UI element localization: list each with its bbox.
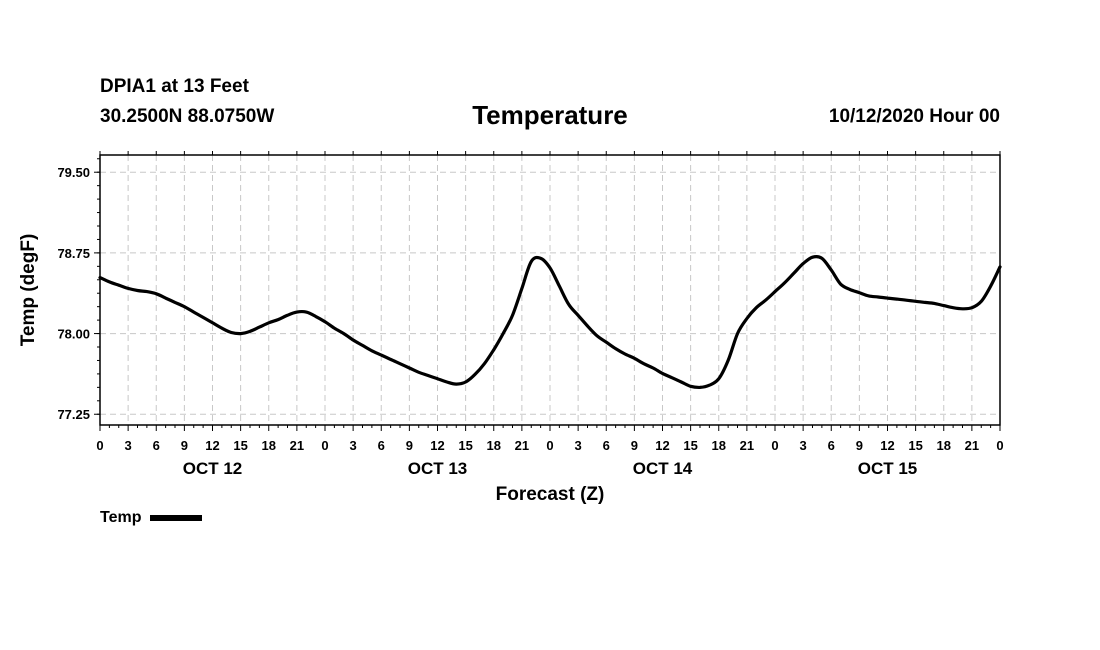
series-line-temp (98, 254, 1002, 390)
x-tick-label: 15 (458, 438, 472, 453)
x-axis-title: Forecast (Z) (496, 484, 605, 505)
ticks (94, 151, 1001, 431)
y-axis-title: Temp (degF) (18, 234, 39, 347)
x-tick-label: 6 (828, 438, 835, 453)
x-tick-label: 12 (880, 438, 894, 453)
x-tick-label: 3 (350, 438, 357, 453)
day-label: OCT 13 (408, 459, 468, 478)
x-tick-label: 3 (800, 438, 807, 453)
x-tick-label: 3 (575, 438, 582, 453)
x-tick-label: 12 (430, 438, 444, 453)
x-tick-label: 18 (262, 438, 276, 453)
day-label: OCT 12 (183, 459, 243, 478)
chart-title: Temperature (472, 100, 628, 130)
x-tick-label: 15 (683, 438, 697, 453)
x-tick-label: 18 (937, 438, 951, 453)
legend-label: Temp (100, 509, 142, 526)
x-tick-label: 9 (631, 438, 638, 453)
x-tick-label: 18 (487, 438, 501, 453)
coordinates-label: 30.2500N 88.0750W (100, 106, 275, 127)
x-tick-label: 0 (96, 438, 103, 453)
grid (100, 155, 1000, 425)
x-tick-label: 0 (996, 438, 1003, 453)
station-label: DPIA1 at 13 Feet (100, 76, 249, 97)
day-label: OCT 15 (858, 459, 918, 478)
x-tick-label: 15 (908, 438, 922, 453)
x-tick-label: 9 (406, 438, 413, 453)
x-tick-label: 21 (740, 438, 754, 453)
x-tick-label: 0 (321, 438, 328, 453)
y-tick-label: 78.75 (57, 246, 90, 261)
x-tick-label: 21 (515, 438, 529, 453)
plot-frame (99, 154, 1001, 426)
x-tick-label: 9 (181, 438, 188, 453)
series-layer (98, 254, 1002, 390)
legend-swatch (150, 515, 203, 521)
legend: Temp (100, 509, 203, 527)
x-tick-label: 0 (546, 438, 553, 453)
x-tick-label: 12 (655, 438, 669, 453)
x-tick-label: 6 (153, 438, 160, 453)
x-tick-label: 0 (771, 438, 778, 453)
x-tick-label: 18 (712, 438, 726, 453)
x-tick-label: 6 (603, 438, 610, 453)
tick-labels: 0 3 6 9 12 15 18 21 0 3 6 9 12 15 18 21 0 3 6 9 12 15 18 21 0 3 6 9… (57, 165, 1003, 478)
x-tick-label: 12 (205, 438, 219, 453)
x-tick-label: 21 (965, 438, 979, 453)
x-tick-label: 3 (125, 438, 132, 453)
y-tick-label: 78.00 (57, 327, 90, 342)
y-tick-label: 77.25 (57, 407, 90, 422)
x-tick-label: 15 (233, 438, 247, 453)
x-tick-label: 6 (378, 438, 385, 453)
day-label: OCT 14 (633, 459, 693, 478)
run-time-label: 10/12/2020 Hour 00 (828, 106, 1000, 127)
y-tick-label: 79.50 (57, 165, 90, 180)
x-tick-label: 21 (290, 438, 304, 453)
x-tick-label: 9 (856, 438, 863, 453)
